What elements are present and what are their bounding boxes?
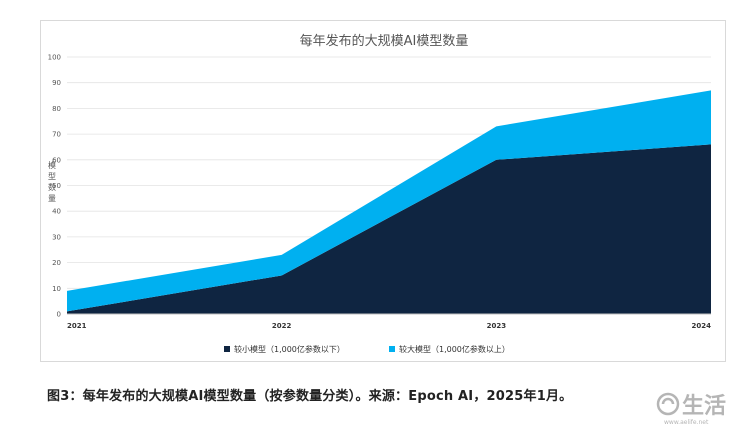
x-tick-label: 2024 <box>692 322 712 330</box>
y-tick-label: 10 <box>52 285 61 293</box>
y-tick-label: 100 <box>48 54 61 62</box>
legend-label: 较大模型（1,000亿参数以上） <box>399 344 510 354</box>
y-axis-label-char: 模 <box>48 160 56 170</box>
area-series-2 <box>67 90 711 312</box>
stacked-area-chart: 每年发布的大规模AI模型数量 0 10 20 30 40 50 60 70 80 90 100 202… <box>48 33 712 354</box>
watermark-subtext: www.aelife.net <box>664 419 709 426</box>
y-tick-label: 80 <box>52 105 61 113</box>
gridlines <box>67 56 711 289</box>
x-tick-label: 2021 <box>67 322 87 330</box>
chart-title: 每年发布的大规模AI模型数量 <box>300 33 469 49</box>
y-tick-label: 30 <box>52 233 61 241</box>
y-axis-label-char: 型 <box>48 172 56 181</box>
y-axis-label: 模型数量 <box>48 160 56 203</box>
x-tick-label: 2022 <box>272 322 292 330</box>
axis-layer: 0 10 20 30 40 50 60 70 80 90 100 2021 2022 2023 2024 <box>48 54 712 331</box>
y-axis-label-char: 数 <box>48 182 56 192</box>
legend: 较小模型（1,000亿参数以下） 较大模型（1,000亿参数以上） <box>224 344 510 354</box>
y-tick-label: 70 <box>52 131 61 139</box>
y-tick-label: 40 <box>52 208 61 216</box>
site-watermark: 生活 www.aelife.net <box>656 384 746 426</box>
chart-frame: 每年发布的大规模AI模型数量 0 10 20 30 40 50 60 70 80 90 100 202… <box>40 20 726 362</box>
area-layer <box>67 90 711 314</box>
watermark-text: 生活 <box>682 394 726 419</box>
y-tick-label: 50 <box>52 182 61 190</box>
area-series-1 <box>67 144 711 314</box>
legend-swatch <box>224 346 230 352</box>
watermark-logo-icon <box>656 392 680 416</box>
y-tick-label: 0 <box>57 311 61 319</box>
legend-label: 较小模型（1,000亿参数以下） <box>234 344 345 354</box>
y-tick-label: 60 <box>52 156 61 164</box>
x-tick-label: 2023 <box>487 322 507 330</box>
y-tick-label: 20 <box>52 259 61 267</box>
y-tick-label: 90 <box>52 79 61 87</box>
legend-swatch <box>389 346 395 352</box>
figure-caption: 图3：每年发布的大规模AI模型数量（按参数量分类）。来源：Epoch AI，20… <box>47 389 573 404</box>
y-axis-label-char: 量 <box>48 194 56 203</box>
